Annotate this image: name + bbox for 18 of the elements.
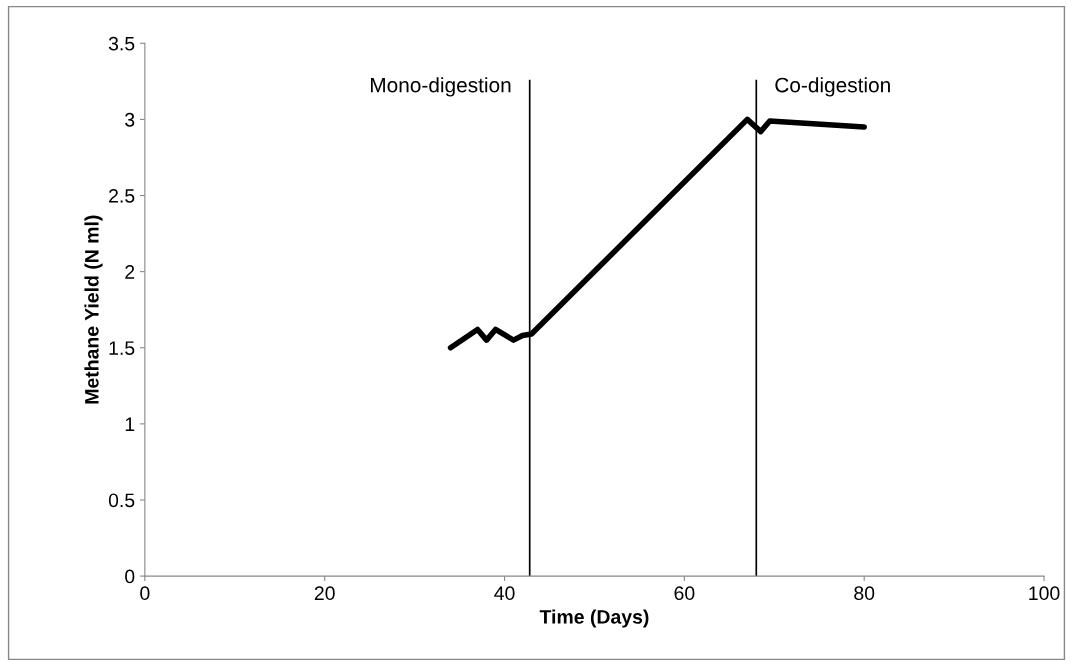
y-tick-label: 1.5 <box>109 341 135 355</box>
y-tick-label: 0.5 <box>108 493 135 508</box>
y-tick-label: 1 <box>125 417 135 431</box>
y-tick-label: 0 <box>125 569 135 584</box>
y-tick-label: 3 <box>125 112 135 127</box>
x-tick-label: 0 <box>140 586 150 601</box>
y-axis-title: Methane Yield (N ml) <box>84 215 103 404</box>
ref-line-label: Mono-digestion <box>370 77 511 97</box>
x-tick-label: 80 <box>854 586 875 601</box>
y-tick-label: 2.5 <box>109 188 135 203</box>
x-tick-label: 60 <box>674 586 695 601</box>
x-tick-label: 40 <box>494 586 515 601</box>
y-tick-label: 3.5 <box>108 36 135 51</box>
x-axis-title: Time (Days) <box>539 609 649 628</box>
y-tick-label: 2 <box>125 265 135 279</box>
x-tick-label: 100 <box>1029 586 1060 601</box>
ref-line-label: Co-digestion <box>775 77 890 97</box>
x-tick-label: 20 <box>314 586 335 601</box>
